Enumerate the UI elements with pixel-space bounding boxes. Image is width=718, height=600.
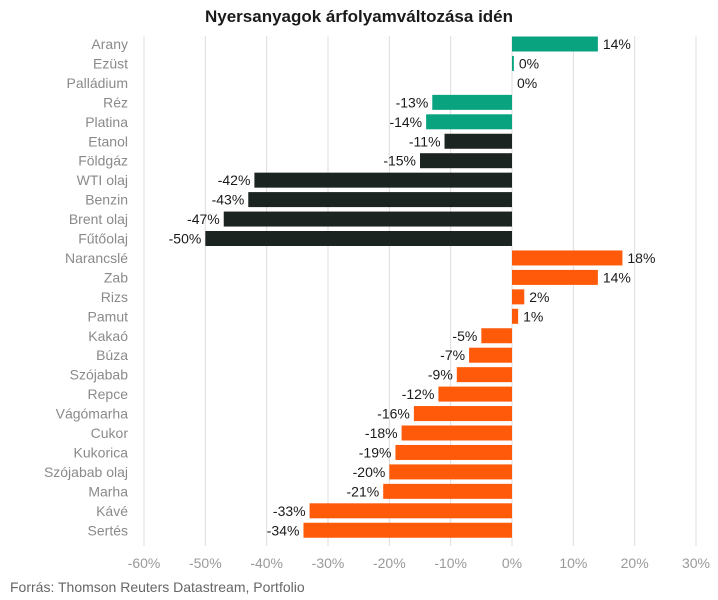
x-tick-label: 20%	[621, 555, 649, 571]
category-label: Vágómarha	[56, 406, 129, 422]
data-label: -43%	[212, 192, 245, 208]
x-tick-label: 30%	[682, 555, 710, 571]
data-label: -18%	[365, 425, 398, 441]
data-label: 14%	[603, 269, 631, 285]
bar	[512, 269, 598, 285]
data-label: -7%	[440, 347, 465, 363]
data-label: -42%	[218, 172, 251, 188]
bar	[383, 483, 512, 499]
bar	[512, 289, 525, 305]
data-label: -47%	[187, 211, 220, 227]
category-label: Narancslé	[65, 250, 128, 266]
category-label: Fűtőolaj	[78, 231, 128, 247]
category-label: Etanol	[88, 133, 128, 149]
x-tick-label: -10%	[434, 555, 467, 571]
x-tick-label: -50%	[189, 555, 222, 571]
bar	[469, 347, 512, 363]
category-label: Brent olaj	[69, 211, 128, 227]
category-label: Zab	[104, 269, 128, 285]
data-label: -15%	[383, 153, 416, 169]
data-label: -13%	[396, 94, 429, 110]
data-label: -34%	[267, 522, 300, 538]
category-label: Szójabab	[70, 367, 129, 383]
data-label: -12%	[402, 386, 435, 402]
bar	[426, 114, 512, 130]
category-label: Cukor	[91, 425, 129, 441]
data-label: -11%	[409, 133, 441, 149]
bar	[309, 503, 512, 519]
data-label: -5%	[452, 328, 477, 344]
category-label: Arany	[91, 36, 128, 52]
category-label: Kakaó	[88, 328, 128, 344]
bar	[413, 406, 512, 422]
x-tick-label: -20%	[373, 555, 406, 571]
category-label: Réz	[103, 94, 128, 110]
bar	[395, 444, 512, 460]
bar	[248, 192, 512, 208]
data-label: -19%	[359, 444, 392, 460]
category-label: Kukorica	[74, 444, 129, 460]
data-label: 0%	[517, 75, 537, 91]
bar	[205, 231, 513, 246]
source-note: Forrás: Thomson Reuters Datastream, Port…	[10, 579, 305, 595]
data-label: -14%	[389, 114, 422, 130]
chart-title: Nyersanyagok árfolyamváltozása idén	[204, 7, 514, 26]
category-label: Rizs	[101, 289, 128, 305]
x-tick-label: -60%	[128, 555, 161, 571]
data-label: 1%	[523, 308, 543, 324]
bar	[512, 55, 514, 71]
category-label: Szójabab olaj	[44, 464, 128, 480]
category-label: WTI olaj	[77, 172, 128, 188]
category-label: Platina	[85, 114, 128, 130]
x-tick-label: 10%	[559, 555, 587, 571]
data-label: -33%	[273, 503, 306, 519]
category-label: Repce	[88, 386, 129, 402]
x-tick-label: -40%	[250, 555, 283, 571]
data-label: 2%	[529, 289, 549, 305]
data-label: -9%	[428, 367, 453, 383]
bar	[456, 367, 512, 383]
category-label: Kávé	[96, 503, 128, 519]
bar	[432, 94, 512, 110]
bar	[389, 464, 512, 480]
bar	[254, 172, 512, 188]
category-label: Búza	[96, 347, 128, 363]
category-label: Marha	[88, 483, 128, 499]
x-tick-label: 0%	[502, 555, 522, 571]
data-label: -50%	[169, 231, 202, 247]
category-label: Sertés	[88, 522, 128, 538]
bar	[512, 250, 623, 266]
bar	[303, 522, 512, 538]
category-label: Palládium	[67, 75, 128, 91]
data-label: 0%	[519, 55, 539, 71]
bar	[444, 133, 512, 149]
bar	[420, 153, 512, 169]
bar	[512, 308, 519, 324]
data-label: -21%	[347, 483, 380, 499]
bar	[512, 36, 598, 52]
data-label: -16%	[377, 406, 410, 422]
bar	[401, 425, 512, 441]
data-label: 18%	[627, 250, 655, 266]
x-tick-label: -30%	[312, 555, 345, 571]
bar	[481, 328, 512, 344]
data-label: -20%	[353, 464, 386, 480]
category-label: Földgáz	[78, 153, 128, 169]
category-label: Benzin	[85, 192, 128, 208]
bar	[438, 386, 512, 402]
data-label: 14%	[603, 36, 631, 52]
category-label: Ezüst	[93, 55, 128, 71]
bar	[223, 211, 512, 227]
category-label: Pamut	[88, 308, 129, 324]
